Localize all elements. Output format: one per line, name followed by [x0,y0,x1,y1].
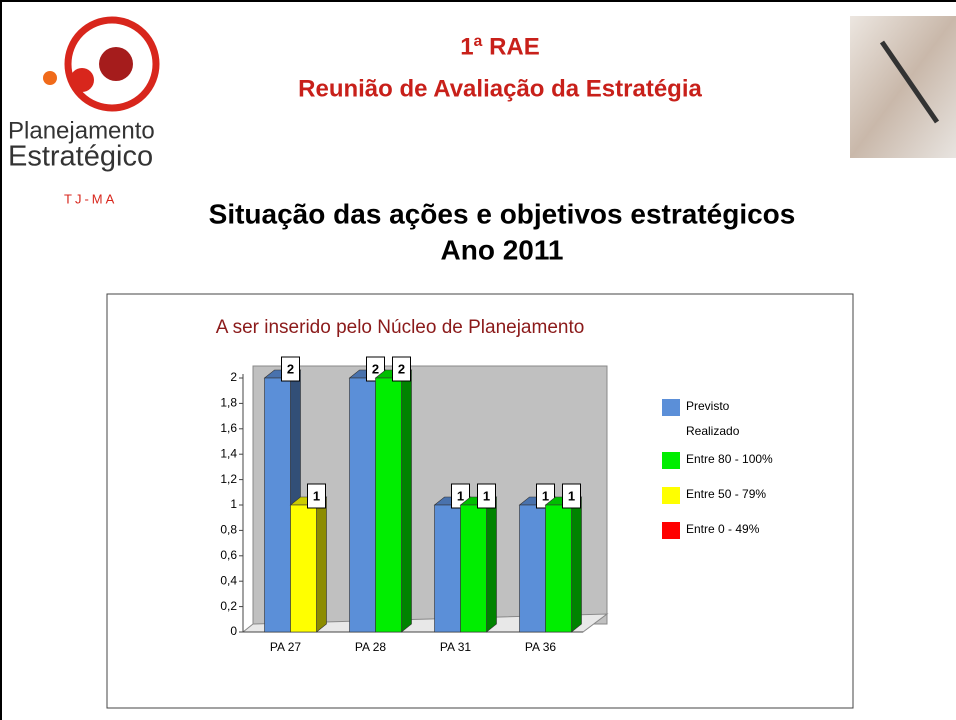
y-tick-label: 0,6 [220,548,237,562]
bar-side [402,370,412,632]
bar-side [317,497,327,632]
slide-title: Ano 2011 [441,234,564,265]
y-tick-label: 1 [230,497,237,511]
bar [350,378,376,632]
x-tick-label: PA 28 [355,640,386,654]
legend-label: Entre 0 - 49% [686,522,760,536]
data-label: 1 [313,488,320,503]
bar-side [487,497,497,632]
x-tick-label: PA 36 [525,640,556,654]
data-label: 1 [542,488,549,503]
data-label: 2 [287,361,294,376]
y-tick-label: 2 [230,370,237,384]
y-tick-label: 0,2 [220,599,237,613]
bar [265,378,291,632]
legend-label: Previsto [686,399,730,413]
logo-dot [43,71,57,85]
slide: Planejamento Estratégico TJ-MA 1ª RAE Re… [0,0,956,720]
legend-swatch [662,522,680,539]
bar-side [572,497,582,632]
data-label: 1 [568,488,575,503]
slide-canvas: Planejamento Estratégico TJ-MA 1ª RAE Re… [2,2,956,720]
bar [520,505,546,632]
legend-label: Entre 80 - 100% [686,452,773,466]
data-label: 2 [372,361,379,376]
slide-title: Situação das ações e objetivos estratégi… [209,198,796,229]
data-label: 2 [398,361,405,376]
bar [461,505,487,632]
x-tick-label: PA 27 [270,640,301,654]
y-tick-label: 1,2 [220,472,237,486]
logo-text: Estratégico [8,141,153,173]
bar [546,505,572,632]
legend-label: Realizado [686,424,740,438]
legend-swatch [662,487,680,504]
legend-swatch [662,399,680,416]
bar [435,505,461,632]
y-tick-label: 1,4 [220,446,237,460]
bar [291,505,317,632]
y-tick-label: 0 [230,624,237,638]
bar [376,378,402,632]
logo-dot [99,47,133,81]
header-subtitle: Reunião de Avaliação da Estratégia [298,75,702,102]
chart-title: A ser inserido pelo Núcleo de Planejamen… [216,317,585,338]
header-photo [850,16,956,158]
y-tick-label: 1,6 [220,421,237,435]
data-label: 1 [483,488,490,503]
header-title: 1ª RAE [460,33,540,60]
legend-label: Entre 50 - 79% [686,487,766,501]
y-tick-label: 0,4 [220,573,237,587]
x-tick-label: PA 31 [440,640,471,654]
y-tick-label: 0,8 [220,523,237,537]
legend-swatch [662,452,680,469]
logo-org: TJ-MA [64,191,117,206]
logo-dot [70,68,94,92]
y-tick-label: 1,8 [220,396,237,410]
data-label: 1 [457,488,464,503]
